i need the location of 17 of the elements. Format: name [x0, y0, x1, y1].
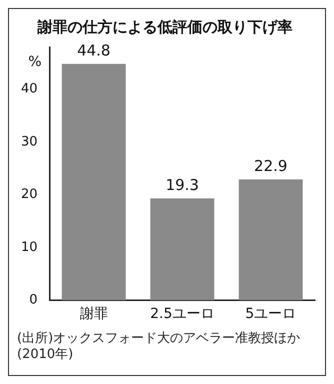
x-tick-label: 2.5ユーロ [150, 306, 214, 322]
y-axis-title: % [28, 54, 42, 70]
data-label: 22.9 [254, 156, 288, 175]
y-tick-label: 30 [20, 134, 38, 150]
y-tick-label: 40 [20, 82, 38, 97]
y-tick-label: 0 [29, 292, 38, 308]
y-tick-label: 10 [20, 240, 38, 255]
data-label: 19.3 [166, 176, 199, 194]
chart-title: 謝罪の仕方による低評価の取り下げ率 [36, 18, 292, 36]
bar [62, 64, 126, 300]
y-tick-label: 20 [20, 187, 38, 202]
bar [150, 198, 214, 300]
x-tick-label: 謝罪 [80, 306, 108, 322]
data-label: 44.8 [77, 41, 110, 60]
text: (出所)オックスフォード大のアベラー准教授ほか(2010年) [16, 330, 302, 364]
bar [238, 179, 303, 300]
x-tick-label: 5ユーロ [245, 306, 296, 322]
